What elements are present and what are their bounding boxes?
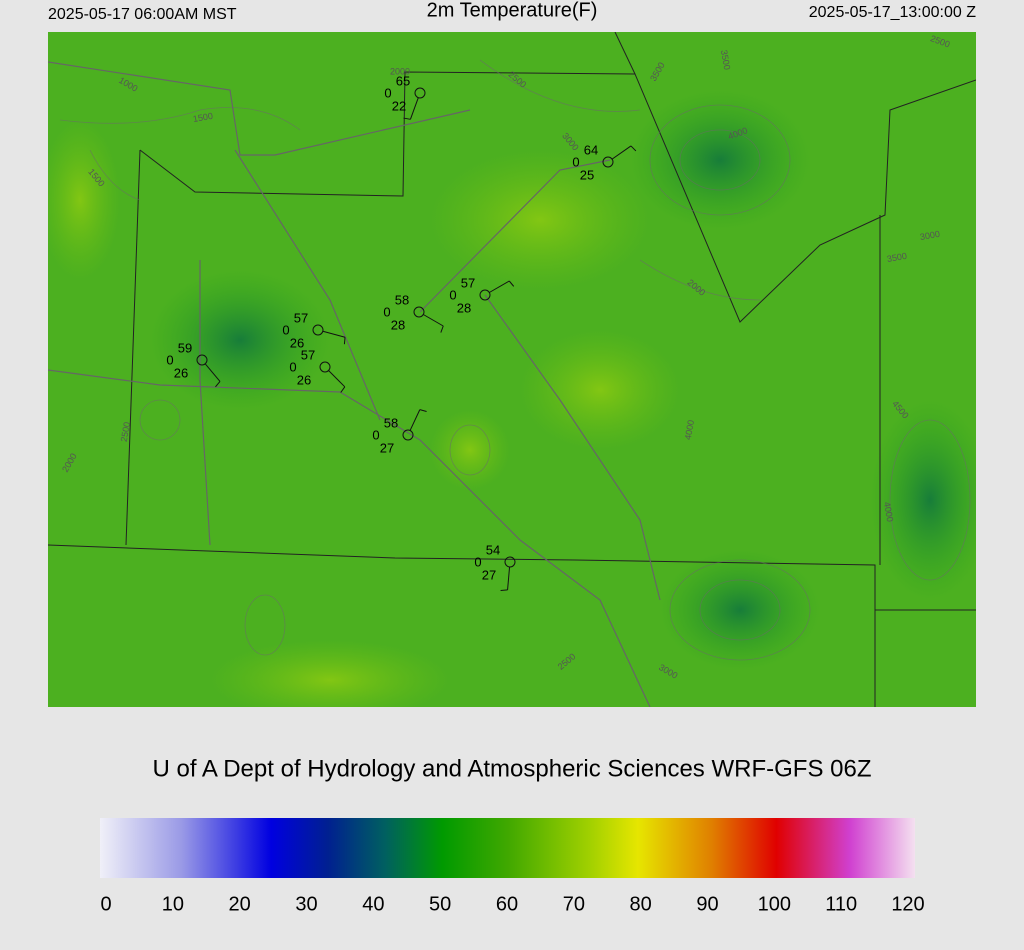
barb-flag [215,381,221,388]
colorbar-ticks: 0 10 20 30 40 50 60 70 80 90 100 110 120 [100,893,924,915]
temperature: 54 [486,542,500,557]
temperature: 58 [384,415,398,430]
colorbar-tick-label: 70 [563,893,585,915]
temperature: 59 [178,340,192,355]
station: 58 028 [383,292,444,333]
temperature: 64 [584,142,598,157]
station: 59 026 [166,340,221,388]
map-title: 2m Temperature(F) [427,0,598,21]
wind-barb [507,566,511,590]
wind-speed: 0 [372,427,379,442]
valid-utc: 2025-05-17_13:00:00 Z [809,4,976,21]
contour-label: 1500 [192,111,213,124]
boundaries [48,32,976,707]
wind-barb [611,145,632,160]
wind-speed: 0 [572,154,579,169]
station: 64 025 [572,142,637,182]
colorbar-tick-label: 10 [162,893,184,915]
station: 58 027 [372,409,427,455]
colorbar [100,818,915,878]
wind-barb [204,363,221,382]
dewpoint: 26 [290,335,304,350]
contour-label: 2500 [119,421,132,442]
colorbar-tick-label: 20 [229,893,251,915]
dewpoint: 26 [297,372,311,387]
dewpoint: 25 [580,167,594,182]
dewpoint: 28 [391,317,405,332]
contour-label: 3000 [919,229,940,242]
dewpoint: 27 [482,567,496,582]
wind-speed: 0 [282,322,289,337]
contour-label: 4000 [683,419,696,440]
barb-flag [403,117,411,120]
colorbar-tick-label: 40 [362,893,384,915]
temperature: 57 [301,347,315,362]
barb-flag [508,280,515,287]
colorbar-tick-label: 80 [630,893,652,915]
contour-label: 3500 [886,251,907,264]
contour-label: 4000 [882,501,895,522]
station-circle [196,354,208,366]
wind-speed: 0 [383,304,390,319]
station: 57 028 [449,275,515,315]
station-circle [413,306,425,318]
wind-barb [409,409,421,431]
roads [48,61,661,707]
station-circle [602,156,614,168]
barb-flag [630,145,637,152]
station: 54 027 [474,542,516,591]
station: 57 026 [289,347,346,393]
barb-flag [440,325,444,333]
wind-barb [423,314,444,327]
dewpoint: 26 [174,365,188,380]
colorbar-tick-label: 120 [891,893,924,915]
wind-speed: 0 [449,287,456,302]
wind-barb [322,330,346,338]
barb-flag [419,409,427,412]
wind-speed: 0 [289,359,296,374]
wind-barb [328,370,346,388]
colorbar-tick-label: 60 [496,893,518,915]
wind-speed: 0 [474,554,481,569]
contour-label: 3500 [719,49,732,70]
station-circle [504,556,516,568]
contours [59,59,971,661]
dewpoint: 22 [392,98,406,113]
temperature: 58 [395,292,409,307]
station-circle [414,87,426,99]
dewpoint: 28 [457,300,471,315]
station-circle [479,289,491,301]
station-circle [312,324,324,336]
barb-flag [340,386,346,393]
colorbar-tick-label: 90 [696,893,718,915]
valid-local: 2025-05-17 06:00AM MST [48,6,237,23]
temperature: 57 [294,310,308,325]
barb-flag [343,337,346,345]
credit: U of A Dept of Hydrology and Atmospheric… [153,755,872,782]
station: 57 026 [282,310,346,350]
contour-label: 2000 [390,66,410,76]
colorbar-tick-label: 110 [825,893,857,915]
station: 65 022 [384,73,426,120]
wind-speed: 0 [384,85,391,100]
colorbar-tick-label: 0 [100,893,111,915]
wind-speed: 0 [166,352,173,367]
wind-barb [489,280,510,293]
wind-barb [409,97,419,120]
barb-flag [500,589,508,591]
colorbar-tick-label: 50 [429,893,451,915]
temperature: 57 [461,275,475,290]
colorbar-tick-label: 100 [758,893,791,915]
temperature: 65 [396,73,410,88]
colorbar-tick-label: 30 [295,893,317,915]
terrain-shading [48,90,976,707]
stations: 6502264025570285802857026570265902658027… [166,73,637,591]
station-circle [319,361,331,373]
dewpoint: 27 [380,440,394,455]
station-circle [402,429,414,441]
